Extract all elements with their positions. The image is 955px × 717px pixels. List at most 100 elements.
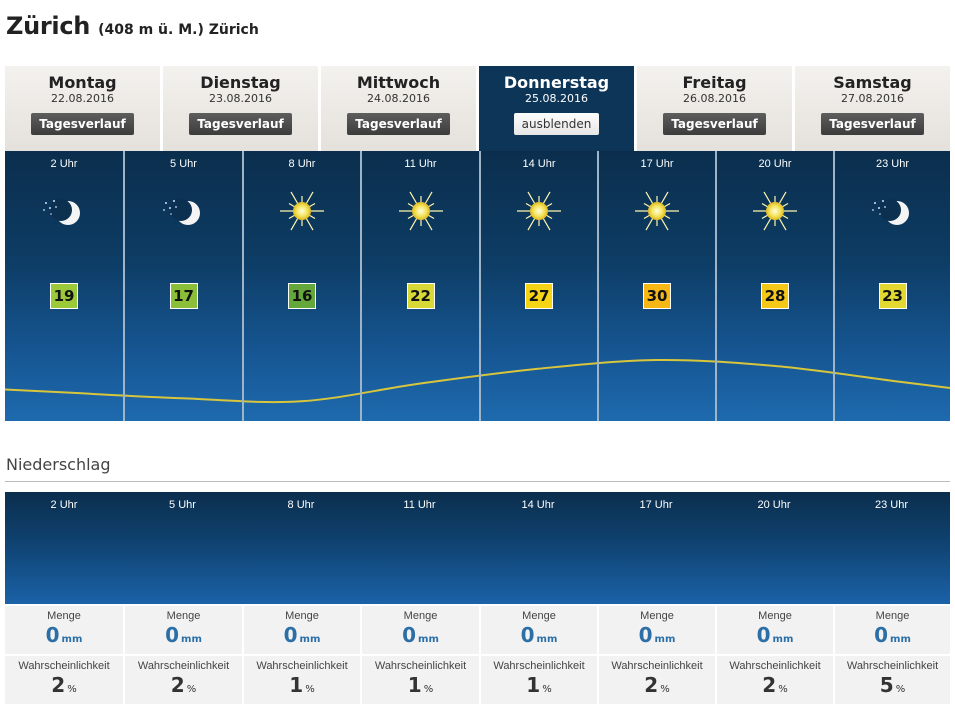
day-tabs: Montag 22.08.2016 Tagesverlauf Dienstag 23.0…	[5, 66, 950, 152]
precip-probability: Wahrscheinlichkeit 1%	[362, 656, 479, 704]
amount-label: Menge	[403, 610, 438, 622]
day-details-button[interactable]: Tagesverlauf	[189, 113, 292, 135]
hour-column: 20 Uhr 28	[715, 151, 833, 421]
probability-value: 1	[407, 673, 422, 697]
amount-unit: mm	[181, 634, 202, 645]
precip-hour-column: 14 Uhr	[479, 492, 597, 604]
hour-label: 2 Uhr	[50, 499, 78, 511]
hour-label: 11 Uhr	[404, 158, 437, 170]
city-name: Zürich	[6, 12, 91, 40]
amount-unit: mm	[772, 634, 794, 645]
amount-label: Menge	[285, 610, 319, 622]
hour-column: 8 Uhr 16	[242, 151, 360, 421]
day-name: Dienstag	[200, 73, 281, 92]
precip-hour-column: 11 Uhr	[360, 492, 479, 604]
precip-probability: Wahrscheinlichkeit 2%	[599, 656, 715, 704]
probability-value: 1	[526, 673, 541, 697]
day-tab-5[interactable]: Samstag 27.08.2016 Tagesverlauf	[795, 66, 950, 152]
hour-label: 20 Uhr	[758, 158, 792, 170]
day-date: 23.08.2016	[209, 92, 272, 105]
amount-value: 0	[874, 623, 889, 647]
day-tab-2[interactable]: Mittwoch 24.08.2016 Tagesverlauf	[321, 66, 476, 152]
day-name: Freitag	[682, 73, 747, 92]
precip-hour-column: 23 Uhr	[833, 492, 950, 604]
location-subtitle: (408 m ü. M.) Zürich	[98, 22, 259, 38]
probability-label: Wahrscheinlichkeit	[846, 660, 939, 672]
hour-label: 23 Uhr	[875, 158, 910, 170]
moon-stars-icon	[154, 189, 214, 233]
amount-unit: mm	[890, 634, 911, 645]
precip-probability: Wahrscheinlichkeit 1%	[244, 656, 360, 704]
precip-amount: Menge 0 mm	[244, 606, 360, 654]
amount-unit: mm	[418, 634, 439, 645]
precip-cell: Menge 0 mm Wahrscheinlichkeit 1%	[362, 604, 479, 704]
probability-unit: %	[305, 684, 315, 695]
precip-hour-column: 8 Uhr	[242, 492, 360, 604]
amount-label: Menge	[758, 610, 792, 622]
hour-label: 17 Uhr	[639, 499, 673, 511]
day-date: 24.08.2016	[367, 92, 430, 105]
temperature-badge: 19	[50, 283, 78, 309]
day-tab-1[interactable]: Dienstag 23.08.2016 Tagesverlauf	[163, 66, 318, 152]
precip-hour-column: 2 Uhr	[5, 492, 123, 604]
amount-unit: mm	[61, 634, 83, 645]
amount-unit: mm	[536, 634, 558, 645]
precip-probability: Wahrscheinlichkeit 1%	[481, 656, 597, 704]
hide-details-button[interactable]: ausblenden	[513, 113, 600, 135]
hour-column: 5 Uhr 17	[123, 151, 242, 421]
hour-label: 11 Uhr	[403, 499, 436, 511]
probability-value: 1	[289, 673, 304, 697]
location-header: Zürich (408 m ü. M.) Zürich	[6, 12, 259, 46]
hour-label: 14 Uhr	[521, 499, 555, 511]
amount-label: Menge	[875, 610, 910, 622]
temperature-badge: 16	[288, 283, 316, 309]
hour-column: 11 Uhr 22	[360, 151, 479, 421]
probability-unit: %	[542, 684, 552, 695]
day-details-button[interactable]: Tagesverlauf	[663, 113, 766, 135]
day-tab-4[interactable]: Freitag 26.08.2016 Tagesverlauf	[637, 66, 792, 152]
hour-column: 2 Uhr 19	[5, 151, 123, 421]
hour-label: 23 Uhr	[874, 499, 909, 511]
precip-cell: Menge 0 mm Wahrscheinlichkeit 1%	[244, 604, 360, 704]
probability-unit: %	[778, 684, 788, 695]
temperature-badge: 23	[878, 283, 907, 309]
day-tab-0[interactable]: Montag 22.08.2016 Tagesverlauf	[5, 66, 160, 152]
precip-cell: Menge 0 mm Wahrscheinlichkeit 5%	[835, 604, 950, 704]
amount-value: 0	[283, 623, 298, 647]
probability-value: 2	[644, 673, 659, 697]
probability-label: Wahrscheinlichkeit	[18, 660, 110, 672]
day-date: 22.08.2016	[51, 92, 114, 105]
day-name: Montag	[48, 73, 117, 92]
day-date: 26.08.2016	[683, 92, 746, 105]
day-date: 27.08.2016	[841, 92, 904, 105]
precip-probability: Wahrscheinlichkeit 2%	[717, 656, 833, 704]
precip-hour-column: 5 Uhr	[123, 492, 242, 604]
probability-label: Wahrscheinlichkeit	[729, 660, 821, 672]
precip-amount: Menge 0 mm	[835, 606, 950, 654]
hour-label: 8 Uhr	[288, 158, 316, 170]
hour-label: 2 Uhr	[50, 158, 78, 170]
day-details-button[interactable]: Tagesverlauf	[821, 113, 924, 135]
amount-value: 0	[520, 623, 535, 647]
amount-value: 0	[165, 623, 180, 647]
sun-icon	[272, 189, 332, 233]
hour-column: 23 Uhr 23	[833, 151, 950, 421]
probability-value: 2	[170, 673, 185, 697]
day-details-button[interactable]: Tagesverlauf	[347, 113, 450, 135]
probability-label: Wahrscheinlichkeit	[256, 660, 348, 672]
probability-value: 2	[51, 673, 66, 697]
amount-label: Menge	[640, 610, 674, 622]
day-details-button[interactable]: Tagesverlauf	[31, 113, 134, 135]
temperature-curve	[5, 358, 950, 404]
precip-probability: Wahrscheinlichkeit 2%	[125, 656, 242, 704]
precipitation-panel: 2 Uhr 5 Uhr 8 Uhr 11 Uhr 14 Uhr 17 Uhr 20 Uhr 2…	[5, 492, 950, 604]
day-name: Donnerstag	[503, 73, 610, 92]
amount-label: Menge	[522, 610, 556, 622]
precip-amount: Menge 0 mm	[5, 606, 123, 654]
day-tab-3[interactable]: Donnerstag 25.08.2016 ausblenden	[479, 66, 634, 152]
temperature-line	[5, 358, 950, 404]
precip-probability: Wahrscheinlichkeit 5%	[835, 656, 950, 704]
precip-hour-column: 17 Uhr	[597, 492, 715, 604]
precip-amount: Menge 0 mm	[717, 606, 833, 654]
precip-amount: Menge 0 mm	[362, 606, 479, 654]
